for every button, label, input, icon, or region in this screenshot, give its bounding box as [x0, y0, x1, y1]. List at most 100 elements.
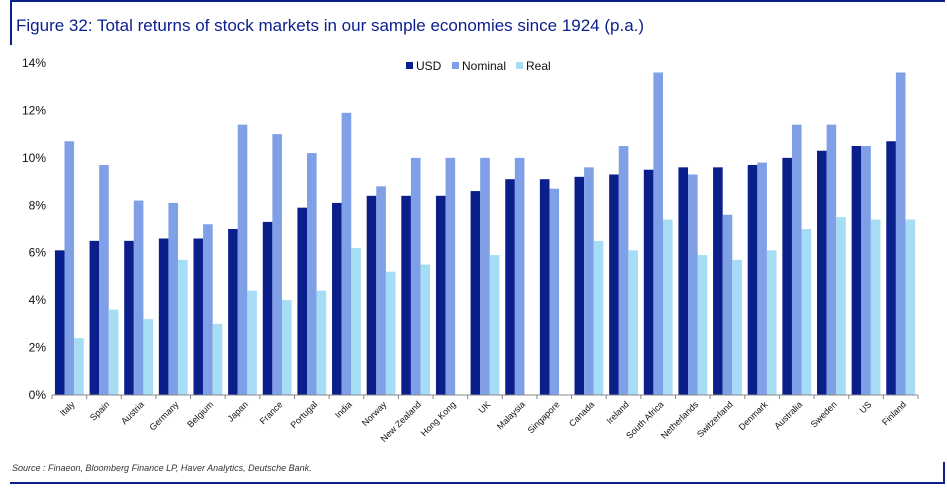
bar-real-ireland [628, 250, 638, 395]
x-tick-label: Norway [360, 399, 389, 428]
x-tick-label: France [258, 399, 285, 426]
bar-usd-italy [54, 250, 65, 395]
bar-real-india [351, 247, 361, 395]
bar-real-spain [108, 309, 119, 395]
bar-usd-japan [228, 229, 238, 395]
x-tick-label: Austria [119, 399, 146, 426]
bar-nominal-new-zealand [410, 157, 421, 395]
bar-usd-uk [470, 191, 481, 395]
bar-nominal-singapore [549, 188, 560, 395]
legend-swatch-usd [406, 62, 413, 69]
bar-real-belgium [212, 323, 223, 395]
legend-label-nominal: Nominal [462, 59, 506, 73]
bar-usd-hong-kong [435, 195, 446, 395]
bar-nominal-india [341, 112, 352, 396]
x-tick-label: Hong Kong [419, 399, 458, 438]
bar-nominal-netherlands [688, 174, 698, 395]
y-axis: 0% 2% 4% 6% 8% 10% 12% 14% [22, 56, 46, 402]
bar-nominal-malaysia [514, 157, 525, 395]
bar-usd-belgium [193, 238, 204, 395]
x-tick-label: Canada [567, 399, 596, 428]
bar-real-finland [905, 219, 916, 395]
bar-usd-denmark [747, 164, 758, 395]
bar-usd-portugal [297, 207, 307, 395]
bar-real-australia [801, 229, 812, 395]
frame-top-rule [10, 0, 945, 2]
bar-real-netherlands [697, 255, 708, 395]
bar-nominal-norway [376, 186, 386, 395]
bar-usd-new-zealand [401, 195, 411, 395]
x-tick-label: Malaysia [495, 399, 527, 431]
x-tick-label: Germany [147, 399, 181, 433]
bar-real-us [870, 219, 881, 395]
bar-real-south-africa [663, 219, 673, 395]
bar-usd-norway [366, 195, 377, 395]
bar-real-austria [143, 319, 153, 395]
bar-nominal-germany [168, 202, 179, 395]
y-tick-label: 2% [29, 341, 47, 355]
bar-usd-finland [886, 141, 896, 395]
x-tick-label: Spain [88, 399, 111, 422]
legend-label-usd: USD [416, 59, 442, 73]
bar-nominal-spain [99, 164, 109, 395]
x-tick-label: Ireland [604, 399, 631, 426]
bar-usd-south-africa [643, 169, 654, 395]
bar-nominal-hong-kong [445, 157, 456, 395]
legend-label-real: Real [526, 59, 551, 73]
y-tick-label: 14% [22, 56, 46, 70]
x-tick-label: Singapore [526, 399, 562, 435]
bar-nominal-portugal [307, 153, 317, 395]
bar-usd-germany [158, 238, 169, 395]
bar-real-germany [178, 259, 188, 395]
x-tick-label: UK [476, 399, 492, 415]
legend: USD Nominal Real [406, 59, 551, 73]
bar-nominal-canada [584, 167, 594, 395]
bar-usd-sweden [817, 150, 827, 395]
y-tick-label: 6% [29, 246, 47, 260]
bar-nominal-sweden [826, 124, 837, 395]
bar-usd-netherlands [678, 167, 689, 395]
bar-real-italy [74, 338, 84, 395]
y-tick-label: 4% [29, 293, 47, 307]
bar-usd-malaysia [505, 179, 515, 395]
x-tick-label: India [333, 399, 354, 420]
bar-real-denmark [766, 250, 777, 395]
bar-real-new-zealand [420, 264, 431, 395]
x-tick-label: Sweden [809, 399, 839, 429]
legend-swatch-real [516, 62, 523, 69]
frame-left-rule [10, 0, 12, 45]
bar-nominal-us [861, 146, 871, 395]
x-tick-label: Finland [880, 399, 908, 427]
bar-usd-canada [574, 176, 585, 395]
x-tick-label: Portugal [288, 399, 319, 430]
bar-usd-ireland [609, 174, 619, 395]
bar-usd-spain [89, 240, 100, 395]
figure-title: Figure 32: Total returns of stock market… [16, 16, 645, 35]
x-tick-label: US [858, 399, 874, 415]
bar-nominal-switzerland [722, 214, 733, 395]
x-tick-label: Netherlands [659, 399, 701, 441]
bar-usd-us [851, 146, 862, 395]
bar-usd-france [262, 221, 273, 395]
bar-real-japan [247, 290, 257, 395]
bar-real-norway [385, 271, 396, 395]
bar-nominal-japan [237, 124, 248, 395]
frame-bottom-rule [10, 482, 945, 484]
bar-nominal-italy [64, 141, 75, 395]
frame-right-rule [943, 462, 945, 483]
bar-nominal-denmark [757, 162, 767, 395]
bar-real-switzerland [732, 259, 742, 395]
bar-usd-singapore [539, 179, 550, 395]
bar-usd-india [332, 202, 342, 395]
bar-nominal-uk [480, 157, 490, 395]
y-tick-label: 12% [22, 103, 46, 117]
x-tick-label: Belgium [185, 399, 215, 429]
y-tick-label: 10% [22, 151, 46, 165]
x-tick-label: Denmark [737, 399, 770, 432]
bar-nominal-austria [133, 200, 144, 395]
bar-real-uk [489, 255, 500, 395]
x-tick-label: Australia [772, 399, 804, 431]
bar-nominal-ireland [618, 146, 629, 395]
source-note: Source : Finaeon, Bloomberg Finance LP, … [12, 463, 312, 473]
